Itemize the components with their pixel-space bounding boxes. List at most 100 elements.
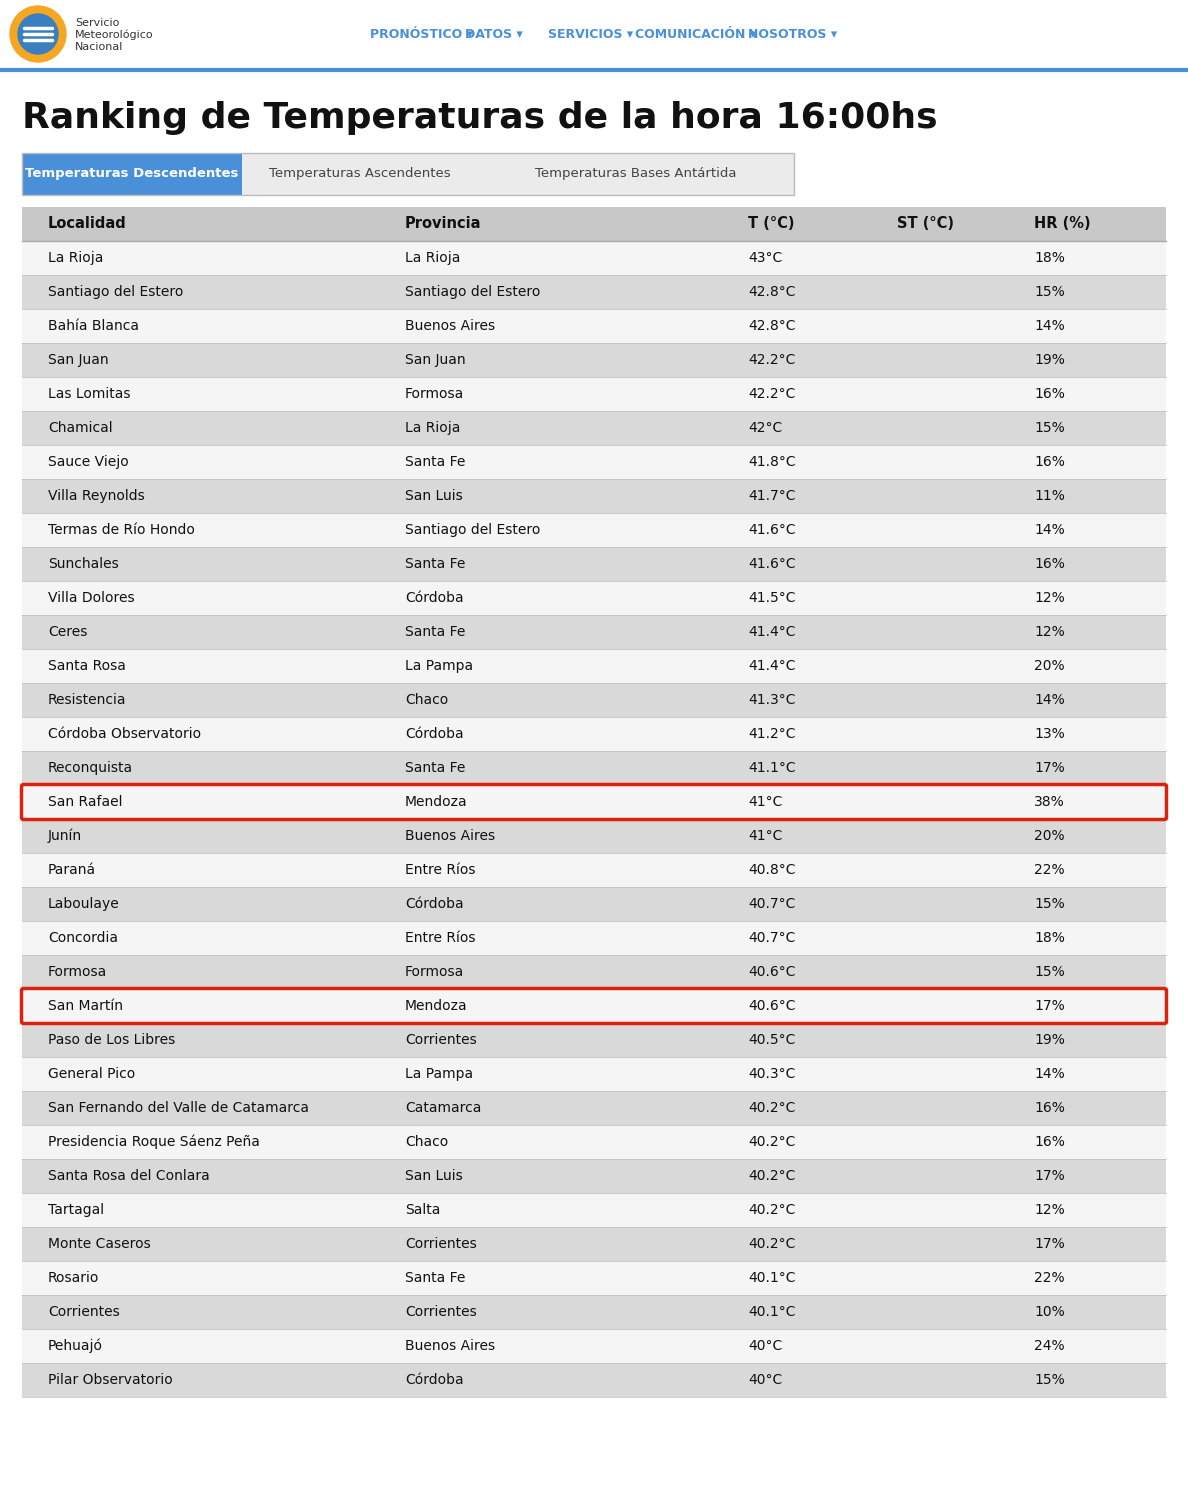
- Text: San Martín: San Martín: [48, 998, 124, 1013]
- Text: 20%: 20%: [1034, 659, 1064, 673]
- Bar: [23, 683, 1165, 717]
- Text: La Pampa: La Pampa: [405, 659, 473, 673]
- Text: 40°C: 40°C: [748, 1373, 782, 1387]
- Text: 20%: 20%: [1034, 829, 1064, 844]
- Text: La Rioja: La Rioja: [405, 251, 461, 265]
- Text: Temperaturas Descendentes: Temperaturas Descendentes: [25, 168, 239, 180]
- Text: Corrientes: Corrientes: [405, 1033, 476, 1048]
- Text: Monte Caseros: Monte Caseros: [48, 1237, 151, 1251]
- Text: 42.8°C: 42.8°C: [748, 318, 796, 333]
- Text: Córdoba: Córdoba: [405, 897, 463, 911]
- Text: Sauce Viejo: Sauce Viejo: [48, 455, 128, 469]
- Text: San Fernando del Valle de Catamarca: San Fernando del Valle de Catamarca: [48, 1101, 309, 1115]
- Text: La Pampa: La Pampa: [405, 1067, 473, 1080]
- Text: Formosa: Formosa: [405, 966, 465, 979]
- Text: 40.1°C: 40.1°C: [748, 1305, 796, 1318]
- Text: Las Lomitas: Las Lomitas: [48, 387, 131, 400]
- Text: 40.7°C: 40.7°C: [748, 931, 796, 945]
- Bar: [23, 580, 1165, 615]
- Text: San Juan: San Juan: [405, 353, 466, 368]
- Text: Servicio: Servicio: [75, 18, 119, 28]
- Bar: [23, 513, 1165, 548]
- Bar: [23, 1125, 1165, 1159]
- Text: Mendoza: Mendoza: [405, 998, 468, 1013]
- Text: Pehuajó: Pehuajó: [48, 1339, 103, 1353]
- Text: General Pico: General Pico: [48, 1067, 135, 1080]
- Text: 40.3°C: 40.3°C: [748, 1067, 796, 1080]
- Text: 12%: 12%: [1034, 625, 1064, 638]
- Bar: [23, 1329, 1165, 1363]
- Text: 40.5°C: 40.5°C: [748, 1033, 796, 1048]
- Text: 17%: 17%: [1034, 1237, 1064, 1251]
- Text: 40.2°C: 40.2°C: [748, 1135, 796, 1149]
- Text: Catamarca: Catamarca: [405, 1101, 481, 1115]
- Text: Paraná: Paraná: [48, 863, 96, 876]
- Text: Ranking de Temperaturas de la hora 16:00hs: Ranking de Temperaturas de la hora 16:00…: [23, 101, 937, 135]
- Text: San Rafael: San Rafael: [48, 795, 122, 809]
- Text: Concordia: Concordia: [48, 931, 118, 945]
- Text: Buenos Aires: Buenos Aires: [405, 829, 495, 844]
- Text: 16%: 16%: [1034, 455, 1064, 469]
- Text: 19%: 19%: [1034, 353, 1064, 368]
- Text: La Rioja: La Rioja: [405, 421, 461, 434]
- Text: Reconquista: Reconquista: [48, 760, 133, 775]
- Text: 16%: 16%: [1034, 557, 1064, 571]
- Text: Córdoba Observatorio: Córdoba Observatorio: [48, 728, 201, 741]
- Text: 40.8°C: 40.8°C: [748, 863, 796, 876]
- Text: Chaco: Chaco: [405, 693, 448, 707]
- Text: Formosa: Formosa: [405, 387, 465, 400]
- Text: 41.7°C: 41.7°C: [748, 490, 796, 503]
- Text: 17%: 17%: [1034, 760, 1064, 775]
- Bar: [23, 1193, 1165, 1228]
- Text: COMUNICACIÓN ▾: COMUNICACIÓN ▾: [636, 27, 756, 40]
- Text: Tartagal: Tartagal: [48, 1202, 105, 1217]
- Text: 16%: 16%: [1034, 1135, 1064, 1149]
- Text: 19%: 19%: [1034, 1033, 1064, 1048]
- Text: Provincia: Provincia: [405, 216, 481, 232]
- Text: HR (%): HR (%): [1034, 216, 1091, 232]
- Text: Laboulaye: Laboulaye: [48, 897, 120, 911]
- Text: 40.6°C: 40.6°C: [748, 966, 796, 979]
- Text: Chaco: Chaco: [405, 1135, 448, 1149]
- Text: Santa Fe: Santa Fe: [405, 760, 466, 775]
- Text: 15%: 15%: [1034, 966, 1064, 979]
- Text: Córdoba: Córdoba: [405, 1373, 463, 1387]
- Text: Mendoza: Mendoza: [405, 795, 468, 809]
- Text: 41°C: 41°C: [748, 829, 783, 844]
- Bar: [23, 241, 1165, 275]
- Text: Sunchales: Sunchales: [48, 557, 119, 571]
- Text: 10%: 10%: [1034, 1305, 1064, 1318]
- Bar: [23, 1228, 1165, 1260]
- Text: 40.1°C: 40.1°C: [748, 1271, 796, 1286]
- Text: 41.6°C: 41.6°C: [748, 557, 796, 571]
- Text: Corrientes: Corrientes: [405, 1305, 476, 1318]
- Bar: [23, 1159, 1165, 1193]
- Text: 41.4°C: 41.4°C: [748, 659, 796, 673]
- Text: 13%: 13%: [1034, 728, 1064, 741]
- Text: 15%: 15%: [1034, 897, 1064, 911]
- Bar: [23, 955, 1165, 990]
- Text: Santa Rosa del Conlara: Santa Rosa del Conlara: [48, 1170, 210, 1183]
- Text: Santa Fe: Santa Fe: [405, 1271, 466, 1286]
- Text: 16%: 16%: [1034, 1101, 1064, 1115]
- Text: 41.1°C: 41.1°C: [748, 760, 796, 775]
- Bar: [23, 1363, 1165, 1397]
- Text: Localidad: Localidad: [48, 216, 127, 232]
- Text: 40.6°C: 40.6°C: [748, 998, 796, 1013]
- Text: 14%: 14%: [1034, 318, 1064, 333]
- Text: 14%: 14%: [1034, 693, 1064, 707]
- Bar: [23, 751, 1165, 786]
- Text: 12%: 12%: [1034, 591, 1064, 606]
- Bar: [23, 649, 1165, 683]
- Text: Entre Ríos: Entre Ríos: [405, 931, 475, 945]
- Text: 15%: 15%: [1034, 1373, 1064, 1387]
- Circle shape: [18, 13, 58, 54]
- Text: Meteorológico: Meteorológico: [75, 30, 153, 40]
- Text: Termas de Río Hondo: Termas de Río Hondo: [48, 522, 195, 537]
- Text: 17%: 17%: [1034, 1170, 1064, 1183]
- Bar: [23, 445, 1165, 479]
- Text: San Juan: San Juan: [48, 353, 108, 368]
- Text: Chamical: Chamical: [48, 421, 113, 434]
- Text: Salta: Salta: [405, 1202, 441, 1217]
- Text: San Luis: San Luis: [405, 490, 463, 503]
